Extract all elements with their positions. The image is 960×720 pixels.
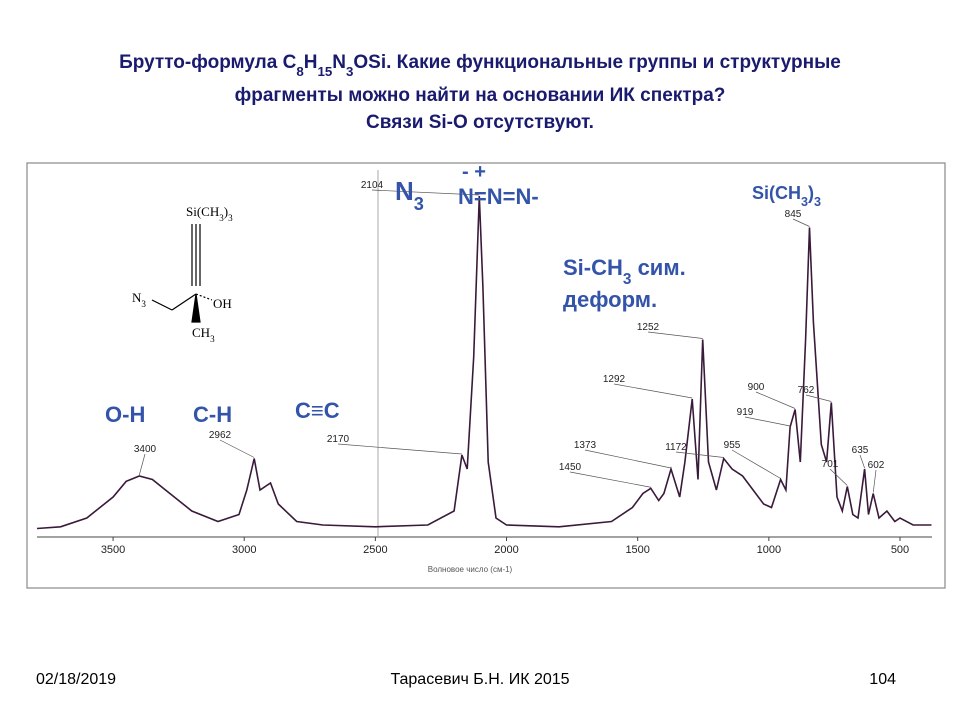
text-part: 3	[801, 195, 808, 209]
text-part: OSi. Какие функциональные группы и струк…	[353, 52, 840, 73]
x-tick-label: 500	[891, 544, 909, 556]
peak-label: 602	[868, 460, 885, 471]
peak-label: 845	[785, 209, 802, 220]
peak-leader	[755, 391, 796, 409]
group-annotation: N=N=N-	[458, 184, 539, 209]
structure-label: CH3	[192, 325, 215, 344]
structure-label: N3	[132, 290, 146, 309]
peak-label: 635	[852, 445, 869, 456]
group-annotation: N3	[395, 176, 424, 214]
peak-leader	[859, 454, 865, 469]
text-part: Si-CH	[563, 255, 623, 280]
x-tick-label: 3500	[101, 544, 125, 556]
peak-label: 762	[798, 385, 815, 396]
peak-leader	[829, 468, 848, 486]
title-line: Связи Si-O отсутствуют.	[366, 112, 594, 133]
peak-label: 1252	[637, 322, 660, 333]
text-part: сим.	[631, 255, 685, 280]
text-part: C-H	[193, 402, 232, 427]
x-tick-label: 2500	[363, 544, 387, 556]
peak-label: 919	[737, 407, 754, 418]
peak-label: 701	[822, 459, 839, 470]
peak-label: 1172	[665, 442, 687, 453]
peak-label: 2104	[361, 180, 384, 191]
text-part: 3	[228, 213, 233, 223]
text-part: C≡C	[295, 398, 340, 423]
peak-leader	[731, 449, 781, 479]
peak-label: 1450	[559, 462, 582, 473]
peak-leader	[138, 453, 146, 476]
group-annotation: Si-CH3 сим.	[563, 255, 686, 288]
text-part: )	[224, 204, 228, 219]
text-part: )	[808, 183, 814, 203]
peak-leader	[569, 471, 651, 488]
text-part: 3	[814, 195, 821, 209]
text-part: Брутто-формула C	[119, 52, 296, 73]
peak-label: 900	[748, 382, 765, 393]
peak-label: 2170	[327, 434, 350, 445]
peak-leader	[675, 451, 724, 458]
text-part: деформ.	[563, 287, 657, 312]
text-part: 3	[414, 194, 424, 214]
footer-author: Тарасевич Б.Н. ИК 2015	[390, 671, 569, 688]
x-tick-label: 1000	[757, 544, 781, 556]
text-part: N	[132, 290, 142, 305]
structure	[151, 224, 213, 323]
x-axis-label: Волновое число (см-1)	[428, 565, 513, 574]
peak-label: 2962	[209, 430, 232, 441]
peak-leader	[792, 218, 810, 227]
text-part: O-H	[105, 402, 145, 427]
peak-label: 1373	[574, 440, 597, 451]
text-part: 8	[296, 64, 303, 79]
text-part: 3	[623, 271, 632, 288]
spectrum-line	[36, 195, 932, 530]
peak-leader	[337, 443, 462, 455]
peak-label: 1292	[603, 374, 626, 385]
text-part: N	[395, 176, 414, 206]
text-part: 3	[210, 334, 215, 344]
text-part: 15	[317, 64, 332, 79]
group-annotation: деформ.	[563, 287, 657, 312]
group-annotation: O-H	[105, 402, 145, 427]
text-part: Si(CH	[186, 204, 219, 219]
x-tick-label: 3000	[232, 544, 256, 556]
text-part: - +	[462, 161, 486, 183]
peak-leader	[219, 439, 255, 458]
group-annotation: C-H	[193, 402, 232, 427]
text-part: H	[304, 52, 318, 73]
group-annotation: C≡C	[295, 398, 340, 423]
group-annotation: - +	[462, 161, 486, 183]
peak-label: 955	[724, 440, 741, 451]
peak-leader	[647, 331, 703, 339]
group-annotation: Si(CH3)3	[752, 183, 821, 209]
text-part: CH	[192, 325, 210, 340]
text-part: N	[332, 52, 346, 73]
chart-frame	[26, 162, 946, 589]
text-part: 3	[346, 64, 353, 79]
peak-leader	[613, 383, 693, 399]
text-part: Si(CH	[752, 183, 801, 203]
text-part: 3	[141, 299, 146, 309]
text-part: N=N=N-	[458, 184, 539, 209]
peak-leader	[872, 469, 877, 493]
structure-label: Si(CH3)3	[186, 204, 233, 223]
x-tick-label: 2000	[494, 544, 518, 556]
footer-page: 104	[869, 671, 896, 688]
text-part: 3	[219, 213, 224, 223]
peak-leader	[805, 394, 832, 402]
structure-label: OH	[213, 296, 232, 311]
title-line: фрагменты можно найти на основании ИК сп…	[235, 85, 726, 106]
title-line: Брутто-формула C8H15N3OSi. Какие функцио…	[119, 52, 841, 79]
peak-leader	[371, 189, 480, 196]
peak-label: 3400	[134, 444, 157, 455]
peak-leader	[584, 449, 672, 469]
peak-leader	[744, 416, 791, 427]
x-tick-label: 1500	[625, 544, 649, 556]
footer-date: 02/18/2019	[36, 671, 116, 688]
